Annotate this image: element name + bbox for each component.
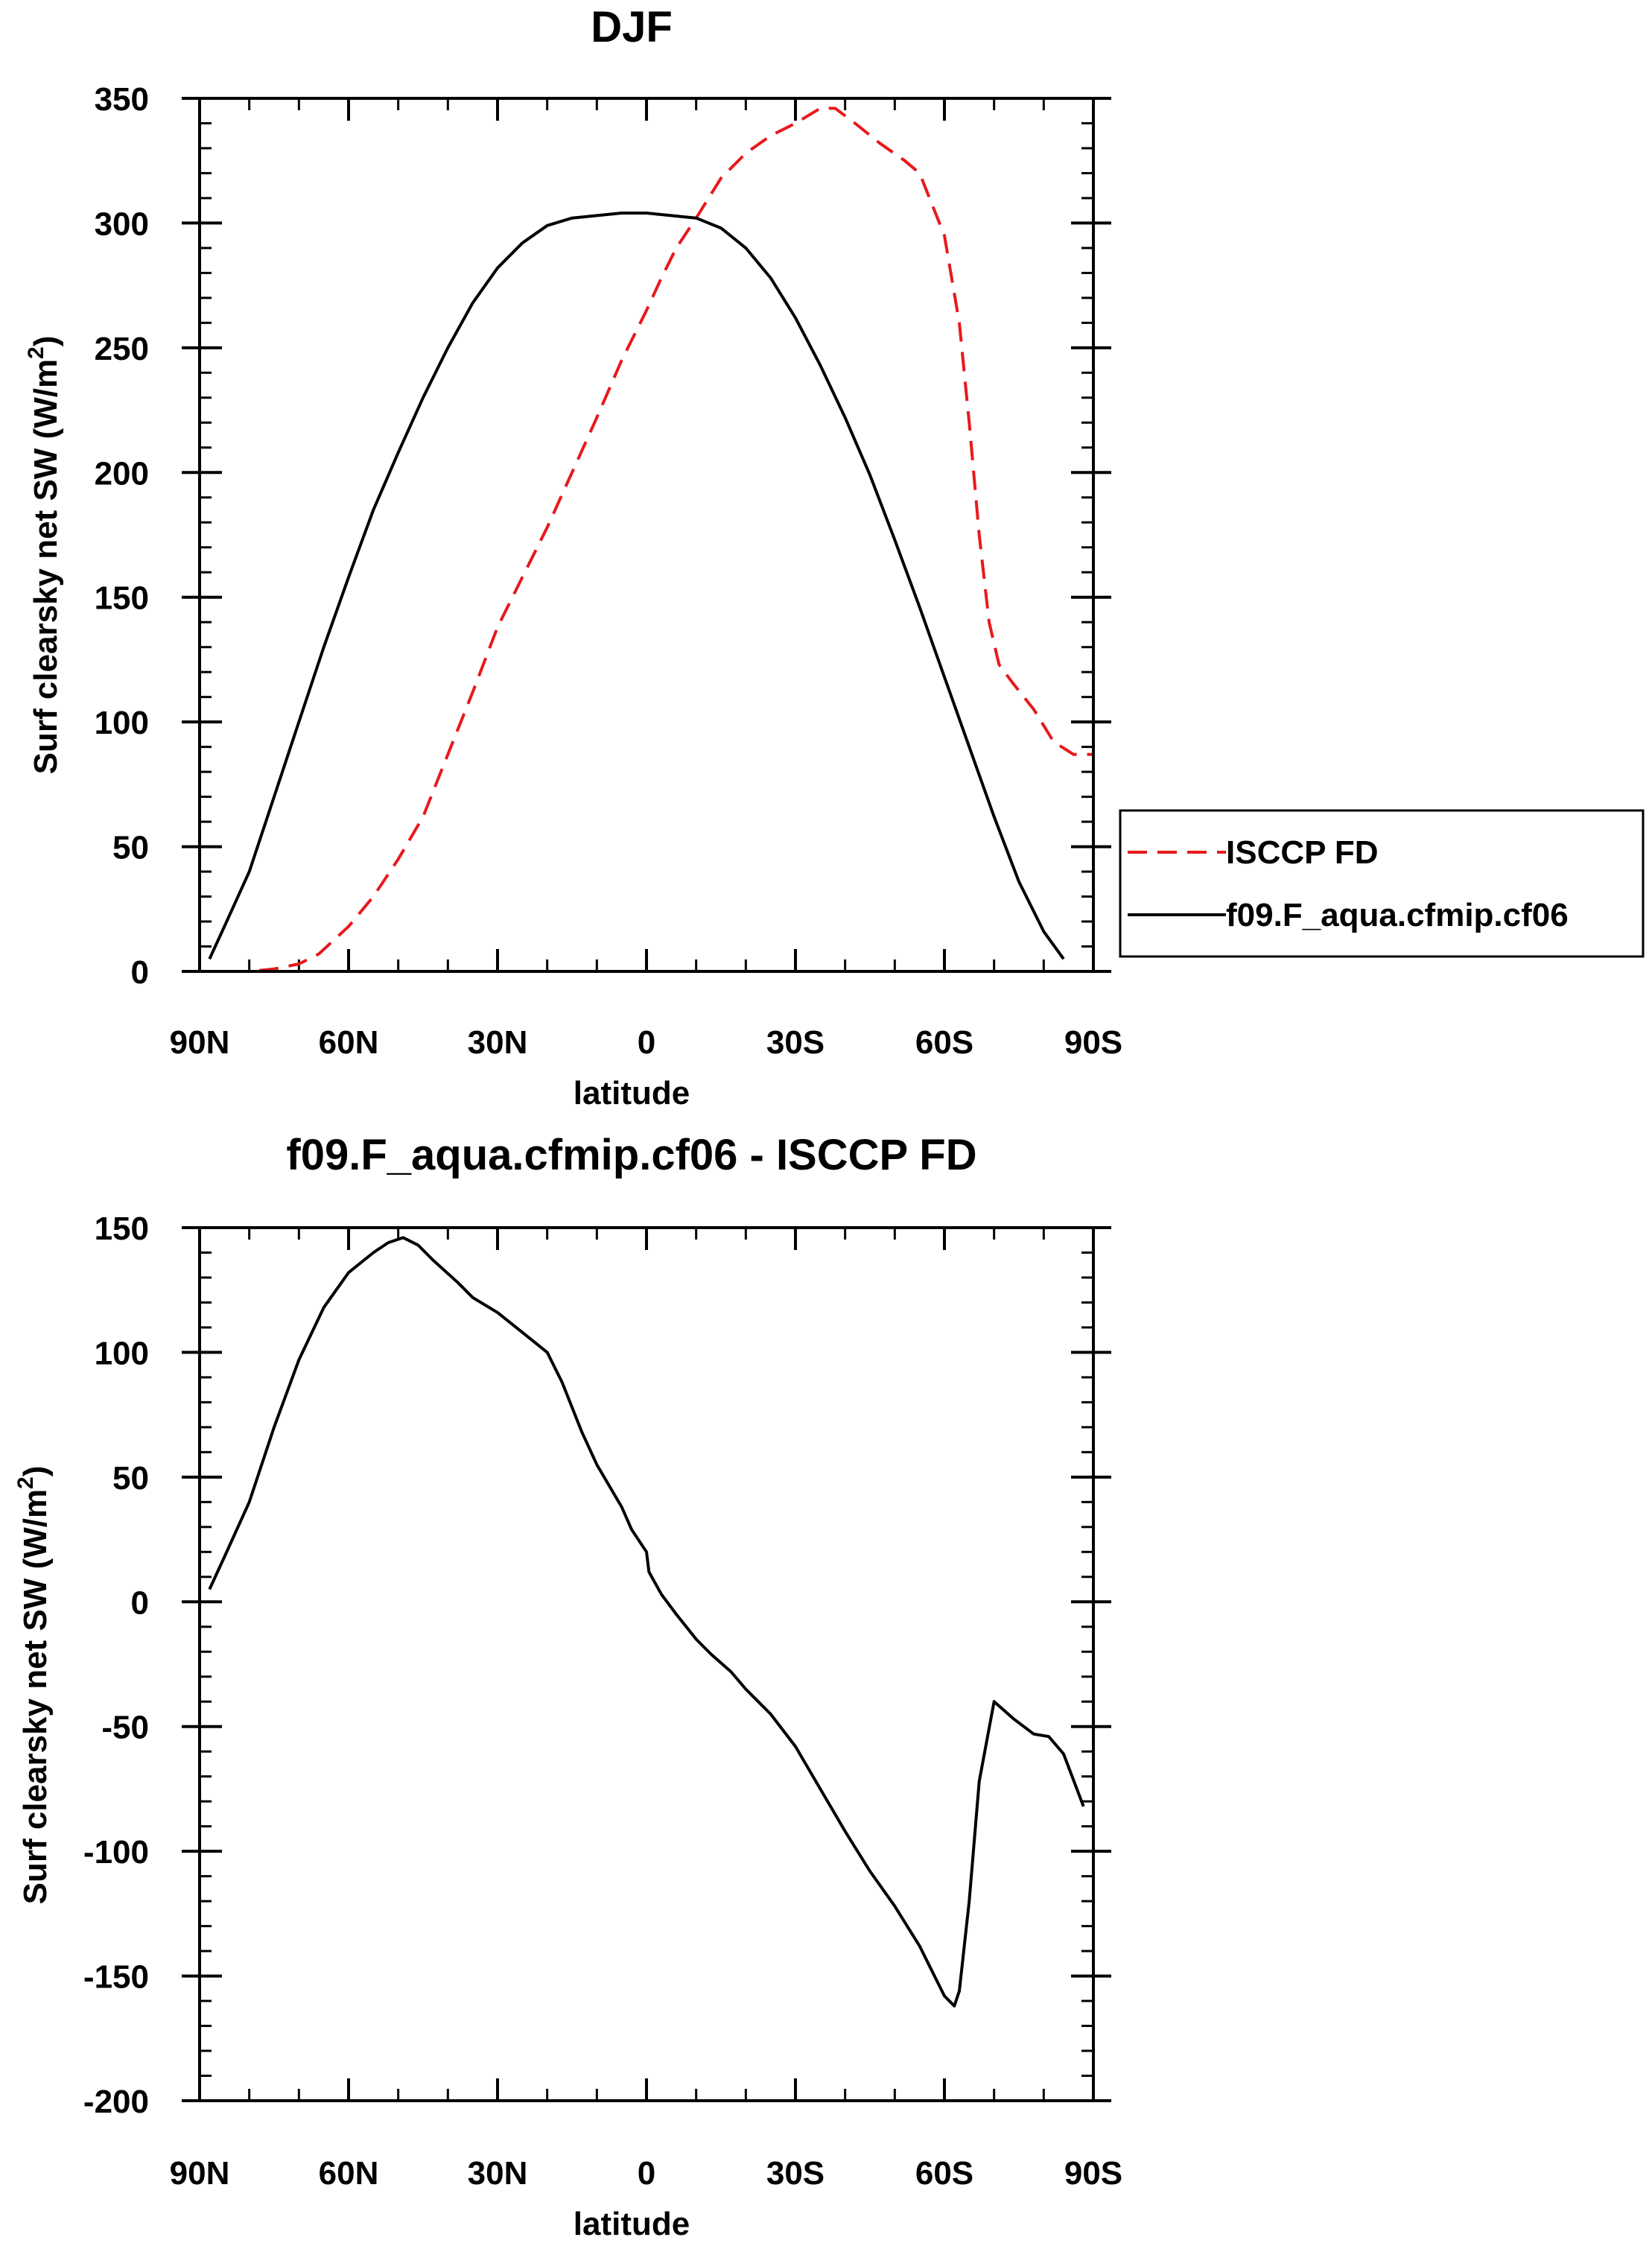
x-tick-label: 30N bbox=[468, 2155, 528, 2192]
x-tick-label: 90S bbox=[1064, 2155, 1122, 2192]
x-axis-label: latitude bbox=[574, 1075, 690, 1111]
x-tick-label: 30S bbox=[766, 2155, 825, 2192]
x-axis-label: latitude bbox=[574, 2206, 690, 2242]
x-tick-label: 60S bbox=[915, 2155, 973, 2192]
y-tick-label: 50 bbox=[112, 830, 149, 866]
x-tick-label: 90N bbox=[170, 1024, 230, 1061]
series-group bbox=[200, 107, 1093, 973]
series-line-1 bbox=[200, 107, 1093, 973]
plot-frame bbox=[198, 1226, 1095, 2102]
chart-panel-difference: f09.F_aqua.cfmip.cf06 - ISCCP FD -200 -15… bbox=[13, 1131, 1122, 2242]
series-line-2 bbox=[208, 212, 1065, 960]
y-tick-label: 0 bbox=[131, 1584, 149, 1621]
x-tick-label: 90S bbox=[1064, 1024, 1122, 1061]
y-tick-label: 100 bbox=[95, 1335, 149, 1371]
legend: ISCCP FD f09.F_aqua.cfmip.cf06 bbox=[1119, 809, 1645, 958]
y-tick-label: -150 bbox=[83, 1959, 149, 1996]
x-tick-label: 90N bbox=[170, 2155, 230, 2192]
y-axis-label-main: Surf clearsky net SW (W/m bbox=[17, 1489, 54, 1904]
x-tick-label: 60N bbox=[319, 1024, 379, 1061]
chart-title: f09.F_aqua.cfmip.cf06 - ISCCP FD bbox=[286, 1131, 976, 1179]
y-tick-label: -100 bbox=[83, 1834, 149, 1871]
y-axis-label-sup: 2 bbox=[13, 1476, 38, 1489]
y-axis-label-end: ) bbox=[28, 336, 64, 347]
y-tick-label: 0 bbox=[131, 954, 149, 991]
y-tick-labels: -200 -150 -100 -50 0 50 100 150 bbox=[83, 1211, 149, 2120]
y-axis-label-sup: 2 bbox=[24, 346, 48, 359]
axis-ticks bbox=[182, 97, 1111, 973]
y-axis-label-main: Surf clearsky net SW (W/m bbox=[28, 359, 64, 774]
legend-label-isccp: ISCCP FD bbox=[1226, 834, 1379, 871]
y-tick-label: 50 bbox=[112, 1460, 149, 1497]
x-tick-label: 30N bbox=[468, 1024, 528, 1061]
legend-box bbox=[1119, 809, 1645, 958]
y-tick-label: 350 bbox=[95, 81, 149, 118]
y-tick-label: 150 bbox=[95, 580, 149, 617]
axis-ticks bbox=[182, 1226, 1111, 2102]
y-tick-label: 300 bbox=[95, 206, 149, 242]
y-tick-label: 150 bbox=[95, 1211, 149, 1247]
x-tick-labels: 90N 60N 30N 0 30S 60S 90S bbox=[170, 2155, 1123, 2192]
x-tick-label: 60N bbox=[319, 2155, 379, 2192]
y-tick-label: -200 bbox=[83, 2084, 149, 2120]
y-axis-label: Surf clearsky net SW (W/m2) bbox=[24, 336, 64, 775]
y-tick-label: -50 bbox=[101, 1710, 149, 1746]
x-tick-label: 0 bbox=[638, 1024, 655, 1061]
y-axis-label: Surf clearsky net SW (W/m2) bbox=[13, 1466, 54, 1905]
plot-frame bbox=[198, 97, 1095, 973]
chart-title: DJF bbox=[591, 3, 673, 51]
y-tick-label: 200 bbox=[95, 455, 149, 492]
x-tick-labels: 90N 60N 30N 0 30S 60S 90S bbox=[170, 1024, 1123, 1061]
series-group bbox=[208, 1236, 1085, 2008]
y-axis-label-end: ) bbox=[17, 1466, 54, 1477]
chart-panel-djf: DJF 0 50 100 150 200 250 300 350 90N 60N 30N 0 30S 6… bbox=[24, 3, 1645, 1111]
x-tick-label: 60S bbox=[915, 1024, 973, 1061]
y-tick-label: 100 bbox=[95, 705, 149, 741]
x-tick-label: 0 bbox=[638, 2155, 655, 2192]
legend-label-model: f09.F_aqua.cfmip.cf06 bbox=[1226, 897, 1569, 933]
x-tick-label: 30S bbox=[766, 1024, 825, 1061]
y-tick-label: 250 bbox=[95, 331, 149, 367]
series-line-1 bbox=[208, 1236, 1085, 2008]
y-tick-labels: 0 50 100 150 200 250 300 350 bbox=[95, 81, 149, 991]
